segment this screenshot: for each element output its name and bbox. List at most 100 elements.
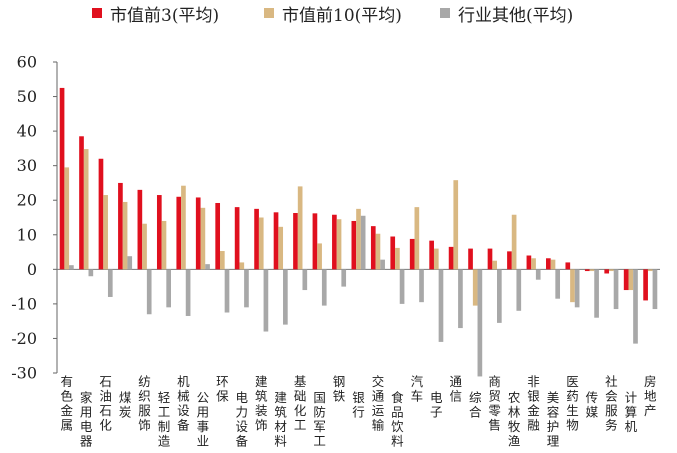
bar [550,259,556,270]
legend-swatch [92,8,102,18]
bar [103,195,108,270]
bar [477,269,483,377]
bar [531,258,536,270]
x-category-label: 房地产 [644,374,657,418]
x-category-label: 石油石化 [99,374,112,433]
legend-label: 市值前3(平均) [110,5,220,26]
legend-label: 行业其他(平均) [458,5,574,26]
bar [224,269,230,313]
bar [604,269,610,274]
bar [317,243,322,270]
x-category-label: 电子 [430,390,443,420]
legend-swatch [440,8,450,18]
x-category-label: 计算机 [625,390,638,434]
bar [487,248,493,270]
bar [613,269,619,310]
bar [166,269,171,308]
bar [546,258,551,270]
bar [414,207,420,270]
y-tick-label: -20 [11,329,37,348]
bar [195,197,201,270]
x-category-label: 银行 [352,390,365,420]
bar [258,217,264,270]
bar [64,167,70,270]
bar [458,269,463,329]
y-tick-label: 60 [17,53,37,72]
bar [351,220,357,270]
bar [628,269,634,291]
y-tick-label: 30 [17,156,37,175]
x-category-label: 建筑装饰 [255,374,268,433]
bar [643,269,648,301]
bar [429,240,434,270]
bar [239,262,245,270]
bar [142,223,147,270]
bars [59,87,658,377]
bar [360,215,366,270]
bar [565,262,571,270]
bar [574,269,580,308]
x-category-label: 基础化工 [294,374,307,433]
bar [497,269,502,323]
x-category-label: 食品饮料 [391,390,404,449]
bar [380,259,385,270]
bar [589,269,595,272]
x-category-label: 公用事业 [197,390,210,449]
bar [312,213,318,270]
y-axis: -30 -20 -10 0 10 20 30 40 50 60 [11,53,660,383]
bar [633,269,638,344]
y-tick-label: 10 [17,225,37,244]
bar [609,269,614,272]
x-category-label: 建筑材料 [274,390,287,449]
bar [594,269,599,318]
bar [278,226,284,270]
bar [370,226,376,270]
bar [584,269,590,272]
x-category-label: 煤炭 [119,390,132,420]
x-category-label: 传媒 [586,390,599,420]
legend-label: 市值前10(平均) [282,5,402,26]
y-tick-label: 0 [27,260,37,279]
bar [409,238,415,270]
bar [356,208,361,270]
bar [438,269,444,342]
x-category-label: 钢铁 [333,374,346,404]
x-category-label: 汽车 [411,374,424,404]
bar [526,255,532,270]
bar [511,214,517,270]
x-category-label: 农林牧渔 [508,390,521,449]
bar [341,269,347,287]
bar [59,87,65,270]
bar [297,186,303,270]
x-category-label: 医药生物 [566,374,579,433]
bar [176,196,182,270]
y-tick-label: -10 [11,294,37,313]
bar [419,269,424,303]
bar [205,264,210,270]
bar [399,269,405,304]
bar [146,269,152,315]
bar [468,248,473,270]
bar [161,220,167,270]
bar [652,269,658,310]
bar [336,219,342,270]
bar [647,269,653,272]
x-category-label: 机械设备 [177,374,190,433]
x-category-label: 家用电器 [80,390,93,449]
bar [83,149,89,270]
y-tick-label: 20 [17,191,37,210]
x-category-label: 非银金融 [527,374,540,433]
x-category-label: 纺织服饰 [138,374,151,433]
bar [453,180,459,270]
bar [234,207,240,270]
y-tick-label: 40 [17,122,37,141]
bar [98,158,104,270]
bar [181,185,186,270]
bar [555,269,561,299]
bar [507,251,512,270]
bar [263,269,269,332]
bar [332,214,337,270]
bar [79,136,84,270]
x-category-label: 商贸零售 [488,374,501,433]
x-category-label: 交通运输 [372,374,385,433]
